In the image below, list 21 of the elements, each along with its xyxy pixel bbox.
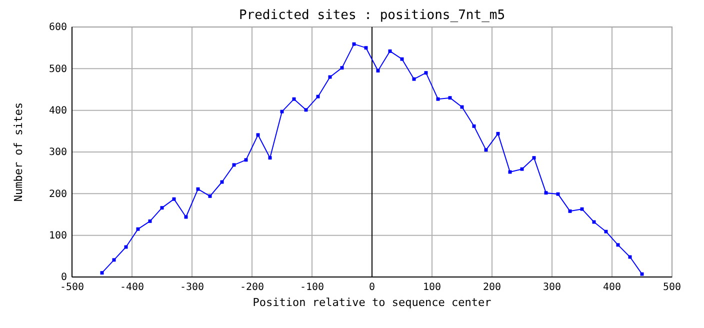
x-tick-label: -100 — [300, 282, 324, 294]
x-tick-label: -300 — [180, 282, 204, 294]
y-tick-label: 0 — [60, 272, 67, 284]
y-tick-label: 500 — [48, 64, 67, 75]
y-tick-label: 400 — [48, 106, 67, 117]
x-axis-title: Position relative to sequence center — [252, 296, 492, 309]
x-tick-label: -400 — [120, 282, 144, 294]
x-tick-label: 100 — [422, 282, 442, 294]
y-tick-label: 600 — [48, 22, 67, 34]
x-tick-label: 400 — [602, 282, 622, 294]
y-tick-label: 100 — [48, 230, 67, 242]
x-tick-label: 200 — [482, 282, 502, 294]
y-tick-label: 300 — [48, 147, 67, 158]
chart-title: Predicted sites : positions_7nt_m5 — [238, 8, 506, 23]
y-axis-title: Number of sites — [12, 102, 25, 202]
x-tick-label: -200 — [240, 282, 264, 294]
x-tick-label: -500 — [60, 282, 84, 294]
x-tick-label: 300 — [542, 282, 562, 294]
x-tick-label: 500 — [662, 282, 682, 294]
y-tick-label: 200 — [48, 188, 67, 200]
x-tick-label: 0 — [368, 282, 376, 294]
